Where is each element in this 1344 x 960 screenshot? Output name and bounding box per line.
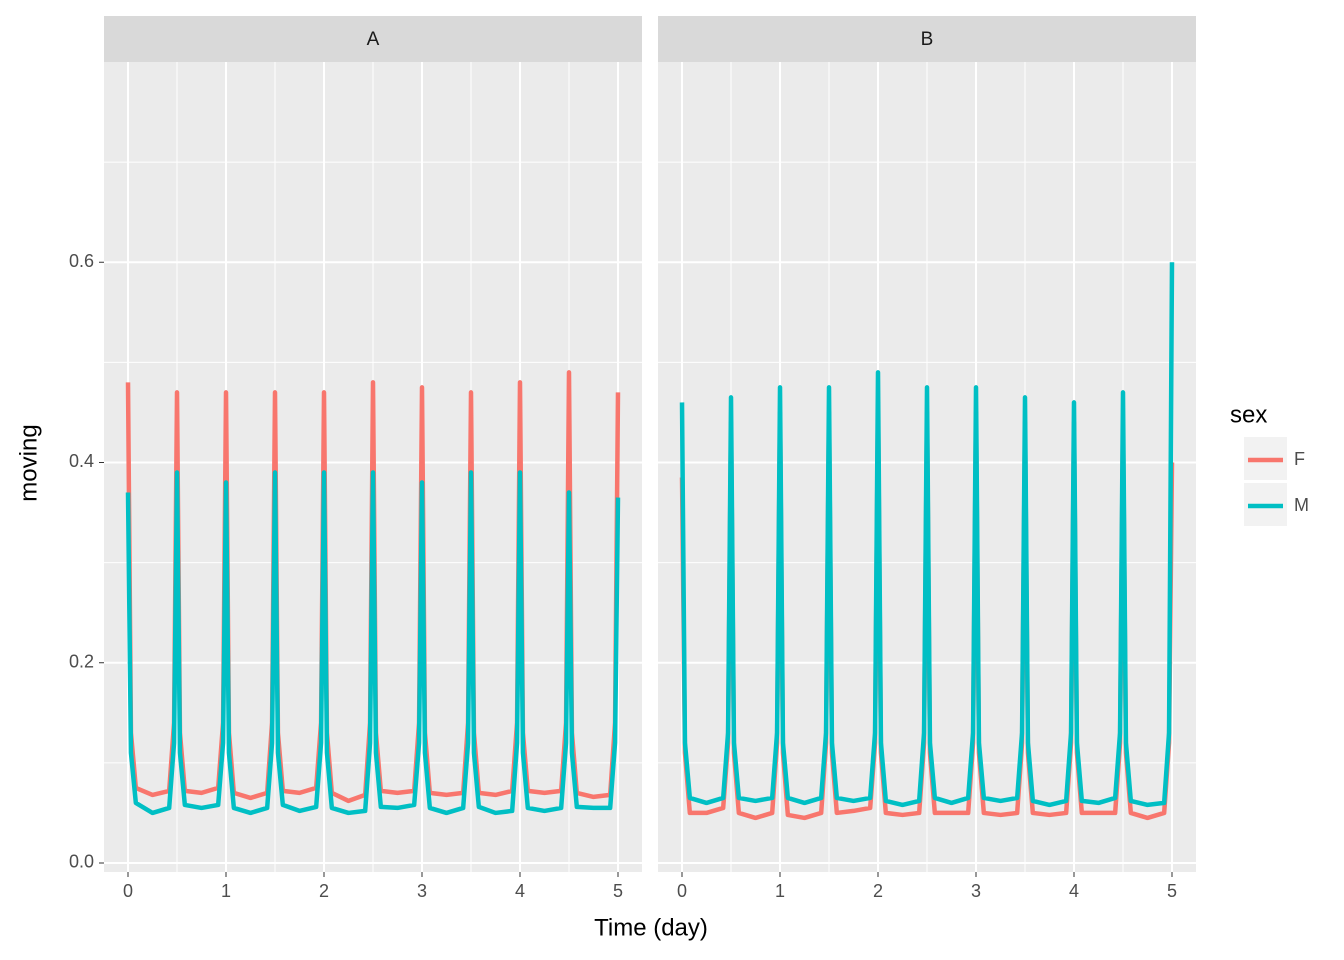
x-tick-label: 3 <box>417 881 427 901</box>
x-axis-label: Time (day) <box>594 914 708 941</box>
x-tick-label: 5 <box>613 881 623 901</box>
x-tick-label: 5 <box>1167 881 1177 901</box>
series-line <box>125 470 621 816</box>
strip-label: B <box>921 29 934 50</box>
legend-label: F <box>1294 449 1305 469</box>
y-tick-label: 0.0 <box>69 852 94 872</box>
y-tick-label: 0.2 <box>69 651 94 671</box>
y-tick-label: 0.4 <box>69 451 94 471</box>
x-tick-label: 2 <box>873 881 883 901</box>
x-tick-label: 3 <box>971 881 981 901</box>
x-tick-label: 4 <box>515 881 525 901</box>
x-tick-label: 1 <box>221 881 231 901</box>
x-tick-label: 0 <box>677 881 687 901</box>
x-tick-label: 1 <box>775 881 785 901</box>
legend-label: M <box>1294 495 1309 515</box>
legend-title: sex <box>1230 401 1267 428</box>
series-line <box>679 262 1175 808</box>
y-axis-label: moving <box>15 424 42 501</box>
x-tick-label: 0 <box>123 881 133 901</box>
strip-label: A <box>367 29 380 50</box>
y-tick-label: 0.6 <box>69 251 94 271</box>
strip-background <box>104 16 642 62</box>
x-tick-label: 4 <box>1069 881 1079 901</box>
x-tick-label: 2 <box>319 881 329 901</box>
strip-background <box>658 16 1196 62</box>
